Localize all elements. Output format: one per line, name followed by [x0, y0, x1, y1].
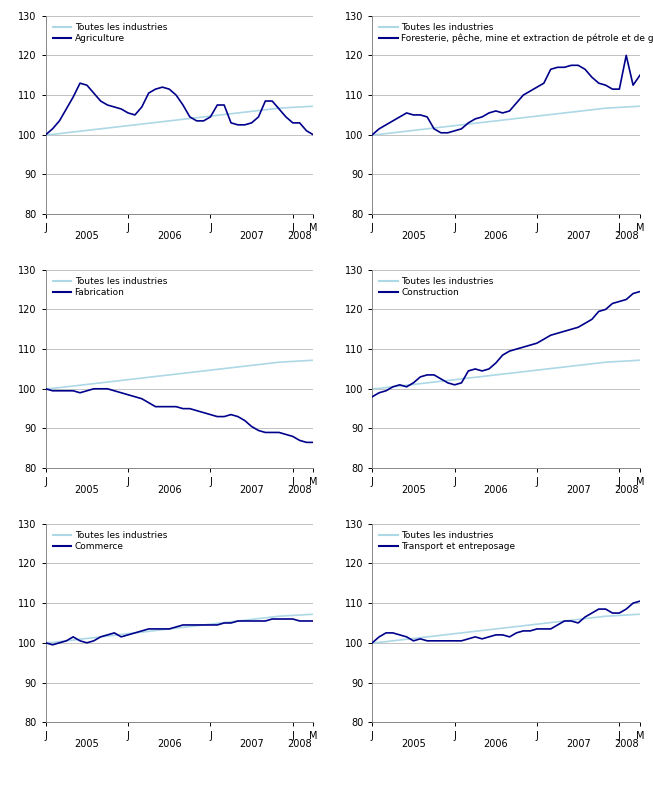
Legend: Toutes les industries, Foresterie, pêche, mine et extraction de pétrole et de ga: Toutes les industries, Foresterie, pêche… — [377, 20, 653, 46]
Legend: Toutes les industries, Commerce: Toutes les industries, Commerce — [50, 528, 170, 553]
Legend: Toutes les industries, Transport et entreposage: Toutes les industries, Transport et entr… — [377, 528, 518, 553]
Legend: Toutes les industries, Construction: Toutes les industries, Construction — [377, 274, 496, 299]
Legend: Toutes les industries, Agriculture: Toutes les industries, Agriculture — [50, 20, 170, 46]
Legend: Toutes les industries, Fabrication: Toutes les industries, Fabrication — [50, 274, 170, 299]
